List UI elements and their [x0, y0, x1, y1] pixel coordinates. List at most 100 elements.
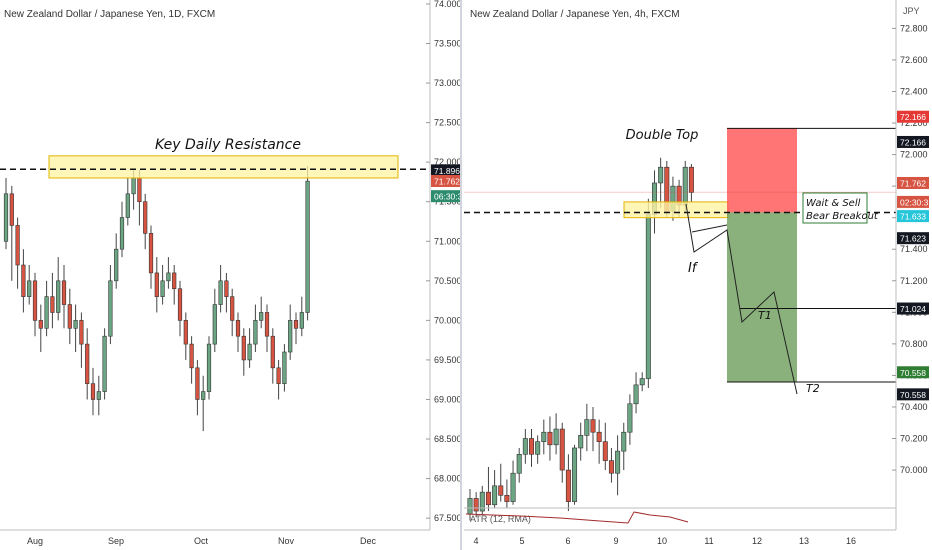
right-time-tick: 11	[704, 536, 713, 546]
right-price-labels: 72.16672.16671.76202:30:3171.63371.62371…	[897, 110, 932, 401]
candle	[572, 447, 578, 502]
currency-label: JPY	[903, 6, 920, 16]
candle	[73, 320, 78, 329]
right-price-tick: 70.200	[900, 434, 928, 444]
price-label: 72.166	[900, 137, 926, 147]
candle	[119, 217, 125, 250]
left-price-axis[interactable]: 74.00073.50073.00072.50072.00071.50071.0…	[426, 0, 462, 523]
candle	[498, 485, 504, 496]
candle	[32, 280, 38, 321]
candle	[288, 320, 293, 353]
right-panel: New Zealand Dollar / Japanese Yen, 4h, F…	[464, 0, 932, 546]
candle	[224, 280, 229, 297]
candle	[584, 419, 590, 436]
candle	[183, 320, 188, 345]
right-price-tick: 70.800	[900, 339, 928, 349]
left-price-tick: 71.000	[434, 236, 462, 246]
candle	[565, 469, 571, 502]
candle	[154, 272, 159, 297]
price-label-bg	[897, 135, 929, 148]
left-price-tick: 68.000	[434, 474, 462, 484]
candle	[602, 441, 608, 461]
target-box	[727, 212, 797, 383]
candle	[596, 431, 602, 442]
right-time-tick: 6	[565, 536, 570, 546]
right-time-tick: 12	[752, 536, 762, 546]
projected-price-path	[685, 203, 798, 395]
candle	[633, 384, 639, 405]
price-label-bg	[431, 164, 461, 177]
left-plot-area[interactable]	[0, 0, 430, 530]
candle	[504, 494, 510, 502]
left-time-tick: Dec	[360, 536, 377, 546]
candle	[547, 431, 553, 446]
right-plot-area[interactable]	[464, 0, 896, 508]
candle	[305, 180, 310, 313]
candle	[195, 367, 200, 400]
candle	[276, 367, 281, 384]
right-price-tick: 71.400	[900, 244, 928, 254]
entry-zone-box	[623, 201, 729, 219]
t2-label: T2	[806, 382, 820, 395]
candle	[559, 428, 565, 471]
left-title: New Zealand Dollar / Japanese Yen, 1D, F…	[4, 9, 215, 20]
panel-separator[interactable]	[460, 0, 462, 550]
candle	[189, 343, 194, 369]
candle	[259, 312, 264, 321]
candle	[131, 177, 136, 195]
right-candles	[467, 157, 694, 521]
price-label-bg	[897, 232, 929, 245]
candle	[44, 296, 49, 329]
candle	[467, 498, 473, 515]
candle	[485, 491, 491, 506]
price-label-bg	[897, 388, 929, 401]
right-time-tick: 5	[519, 536, 524, 546]
candle	[522, 438, 528, 455]
candle	[621, 431, 627, 452]
right-time-tick: 9	[613, 536, 618, 546]
right-time-tick: 13	[799, 536, 809, 546]
candle	[264, 312, 270, 337]
wait-sell-label: Wait & Sell	[806, 198, 861, 209]
price-label-bg	[897, 176, 929, 189]
left-time-tick: Aug	[27, 536, 43, 546]
atr-label: ATR (12, RMA)	[470, 514, 531, 524]
right-price-tick: 72.200	[900, 118, 928, 128]
candle	[125, 193, 130, 218]
wait-sell-box	[802, 192, 868, 224]
price-label: 06:30:31	[434, 192, 467, 202]
price-label-bg	[897, 210, 929, 223]
candle	[627, 403, 633, 433]
candle	[516, 453, 522, 474]
candle	[608, 460, 614, 474]
candle	[282, 351, 287, 384]
right-price-tick: 72.800	[900, 23, 928, 33]
left-price-tick: 69.000	[434, 394, 462, 404]
atr-line	[465, 511, 689, 524]
candle	[541, 431, 547, 442]
breakout-line	[691, 224, 728, 233]
left-time-tick: Oct	[194, 536, 209, 546]
left-candles	[3, 166, 310, 432]
right-price-axis[interactable]: 72.80072.60072.40072.20072.00071.80071.6…	[892, 23, 928, 475]
candle	[137, 177, 142, 203]
candle	[639, 378, 645, 386]
left-price-tick: 72.500	[434, 118, 462, 128]
candle	[553, 428, 559, 446]
right-time-tick: 10	[657, 536, 667, 546]
resistance-zone	[0, 155, 430, 179]
candle	[235, 320, 241, 337]
left-panel: New Zealand Dollar / Japanese Yen, 1D, F…	[0, 0, 467, 546]
candle	[61, 280, 67, 305]
left-price-tick: 74.000	[434, 0, 462, 9]
candle	[96, 391, 101, 400]
left-price-tick: 73.000	[434, 78, 462, 88]
left-time-tick: Nov	[278, 536, 295, 546]
price-label-bg	[897, 195, 929, 208]
left-time-axis[interactable]: Aug Sep Oct Nov Dec	[27, 536, 377, 546]
candle	[27, 280, 32, 297]
right-time-axis[interactable]: 4 5 6 9 10 11 12 13 16	[473, 536, 856, 546]
left-price-tick: 67.500	[434, 513, 462, 523]
right-price-tick: 70.400	[900, 402, 928, 412]
